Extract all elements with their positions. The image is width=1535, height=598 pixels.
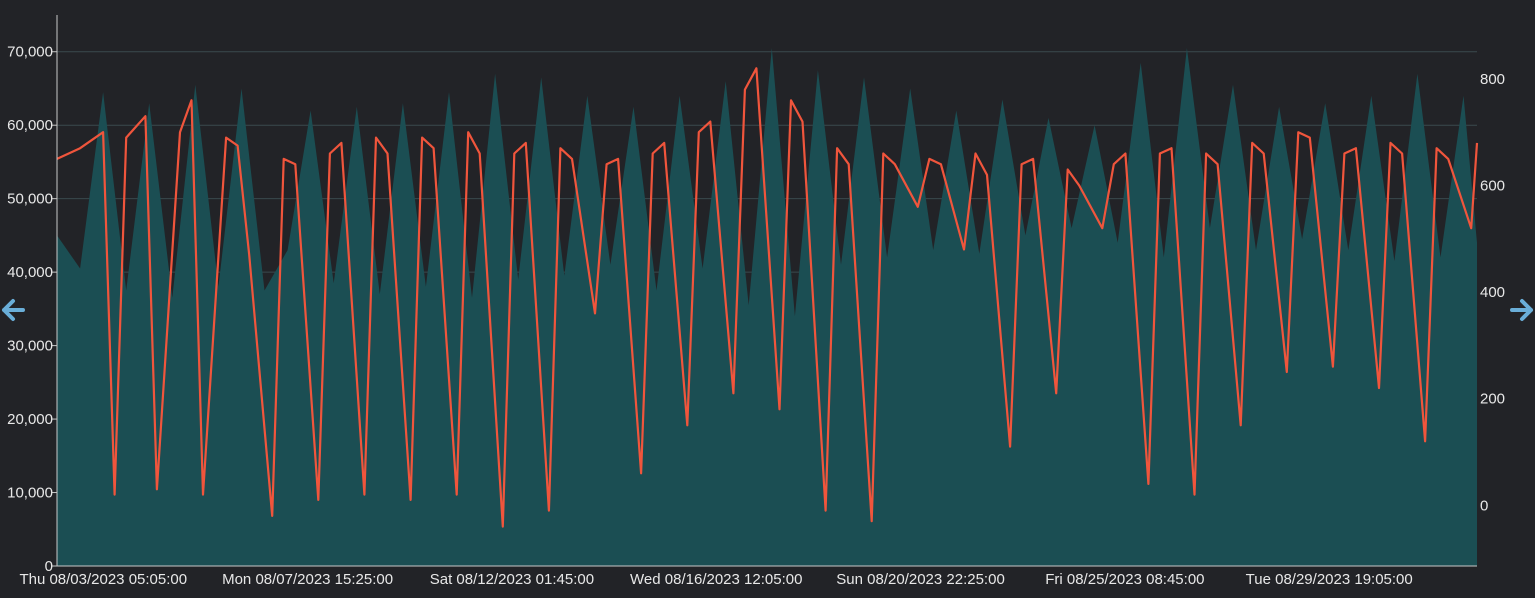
right-y-axis-tick-labels: 0 200 400 600 800 — [1480, 71, 1505, 514]
left-y-tick-label: 20,000 — [7, 411, 53, 428]
x-tick-label: Mon 08/07/2023 15:25:00 — [222, 571, 393, 588]
left-y-tick-label: 0 — [45, 558, 53, 575]
right-y-tick-label: 400 — [1480, 284, 1505, 301]
x-tick-label: Sat 08/12/2023 01:45:00 — [430, 571, 594, 588]
x-tick-label: Fri 08/25/2023 08:45:00 — [1045, 571, 1204, 588]
left-y-tick-label: 50,000 — [7, 191, 53, 208]
left-y-tick-label: 10,000 — [7, 485, 53, 502]
left-y-tick-label: 40,000 — [7, 264, 53, 281]
x-tick-label: Tue 08/29/2023 19:05:00 — [1246, 571, 1413, 588]
scroll-left-button[interactable] — [0, 297, 26, 323]
arrow-right-icon — [1510, 299, 1533, 321]
scroll-right-button[interactable] — [1509, 297, 1535, 323]
right-y-tick-label: 0 — [1480, 497, 1488, 514]
line-series — [56, 67, 1479, 528]
line-series-path — [56, 67, 1479, 528]
arrow-right-icon-path — [1510, 299, 1533, 321]
left-y-tick-label: 30,000 — [7, 338, 53, 355]
x-tick-label: Sun 08/20/2023 22:25:00 — [836, 571, 1005, 588]
axes — [52, 15, 1477, 567]
arrow-left-icon — [2, 299, 25, 321]
left-y-tick-label: 70,000 — [7, 44, 53, 61]
arrow-left-icon-path — [2, 299, 25, 321]
left-y-tick-label: 60,000 — [7, 117, 53, 134]
x-tick-label: Thu 08/03/2023 05:05:00 — [19, 571, 187, 588]
x-axis-tick-labels: Thu 08/03/2023 05:05:00 Mon 08/07/2023 15… — [19, 571, 1412, 588]
x-tick-label: Wed 08/16/2023 12:05:00 — [630, 571, 802, 588]
left-y-axis-tick-labels: 0 10,000 20,000 30,000 40,000 50,000 60,000 70,… — [7, 44, 53, 575]
right-y-tick-label: 800 — [1480, 71, 1505, 88]
right-y-tick-label: 200 — [1480, 391, 1505, 408]
right-y-tick-label: 600 — [1480, 178, 1505, 195]
